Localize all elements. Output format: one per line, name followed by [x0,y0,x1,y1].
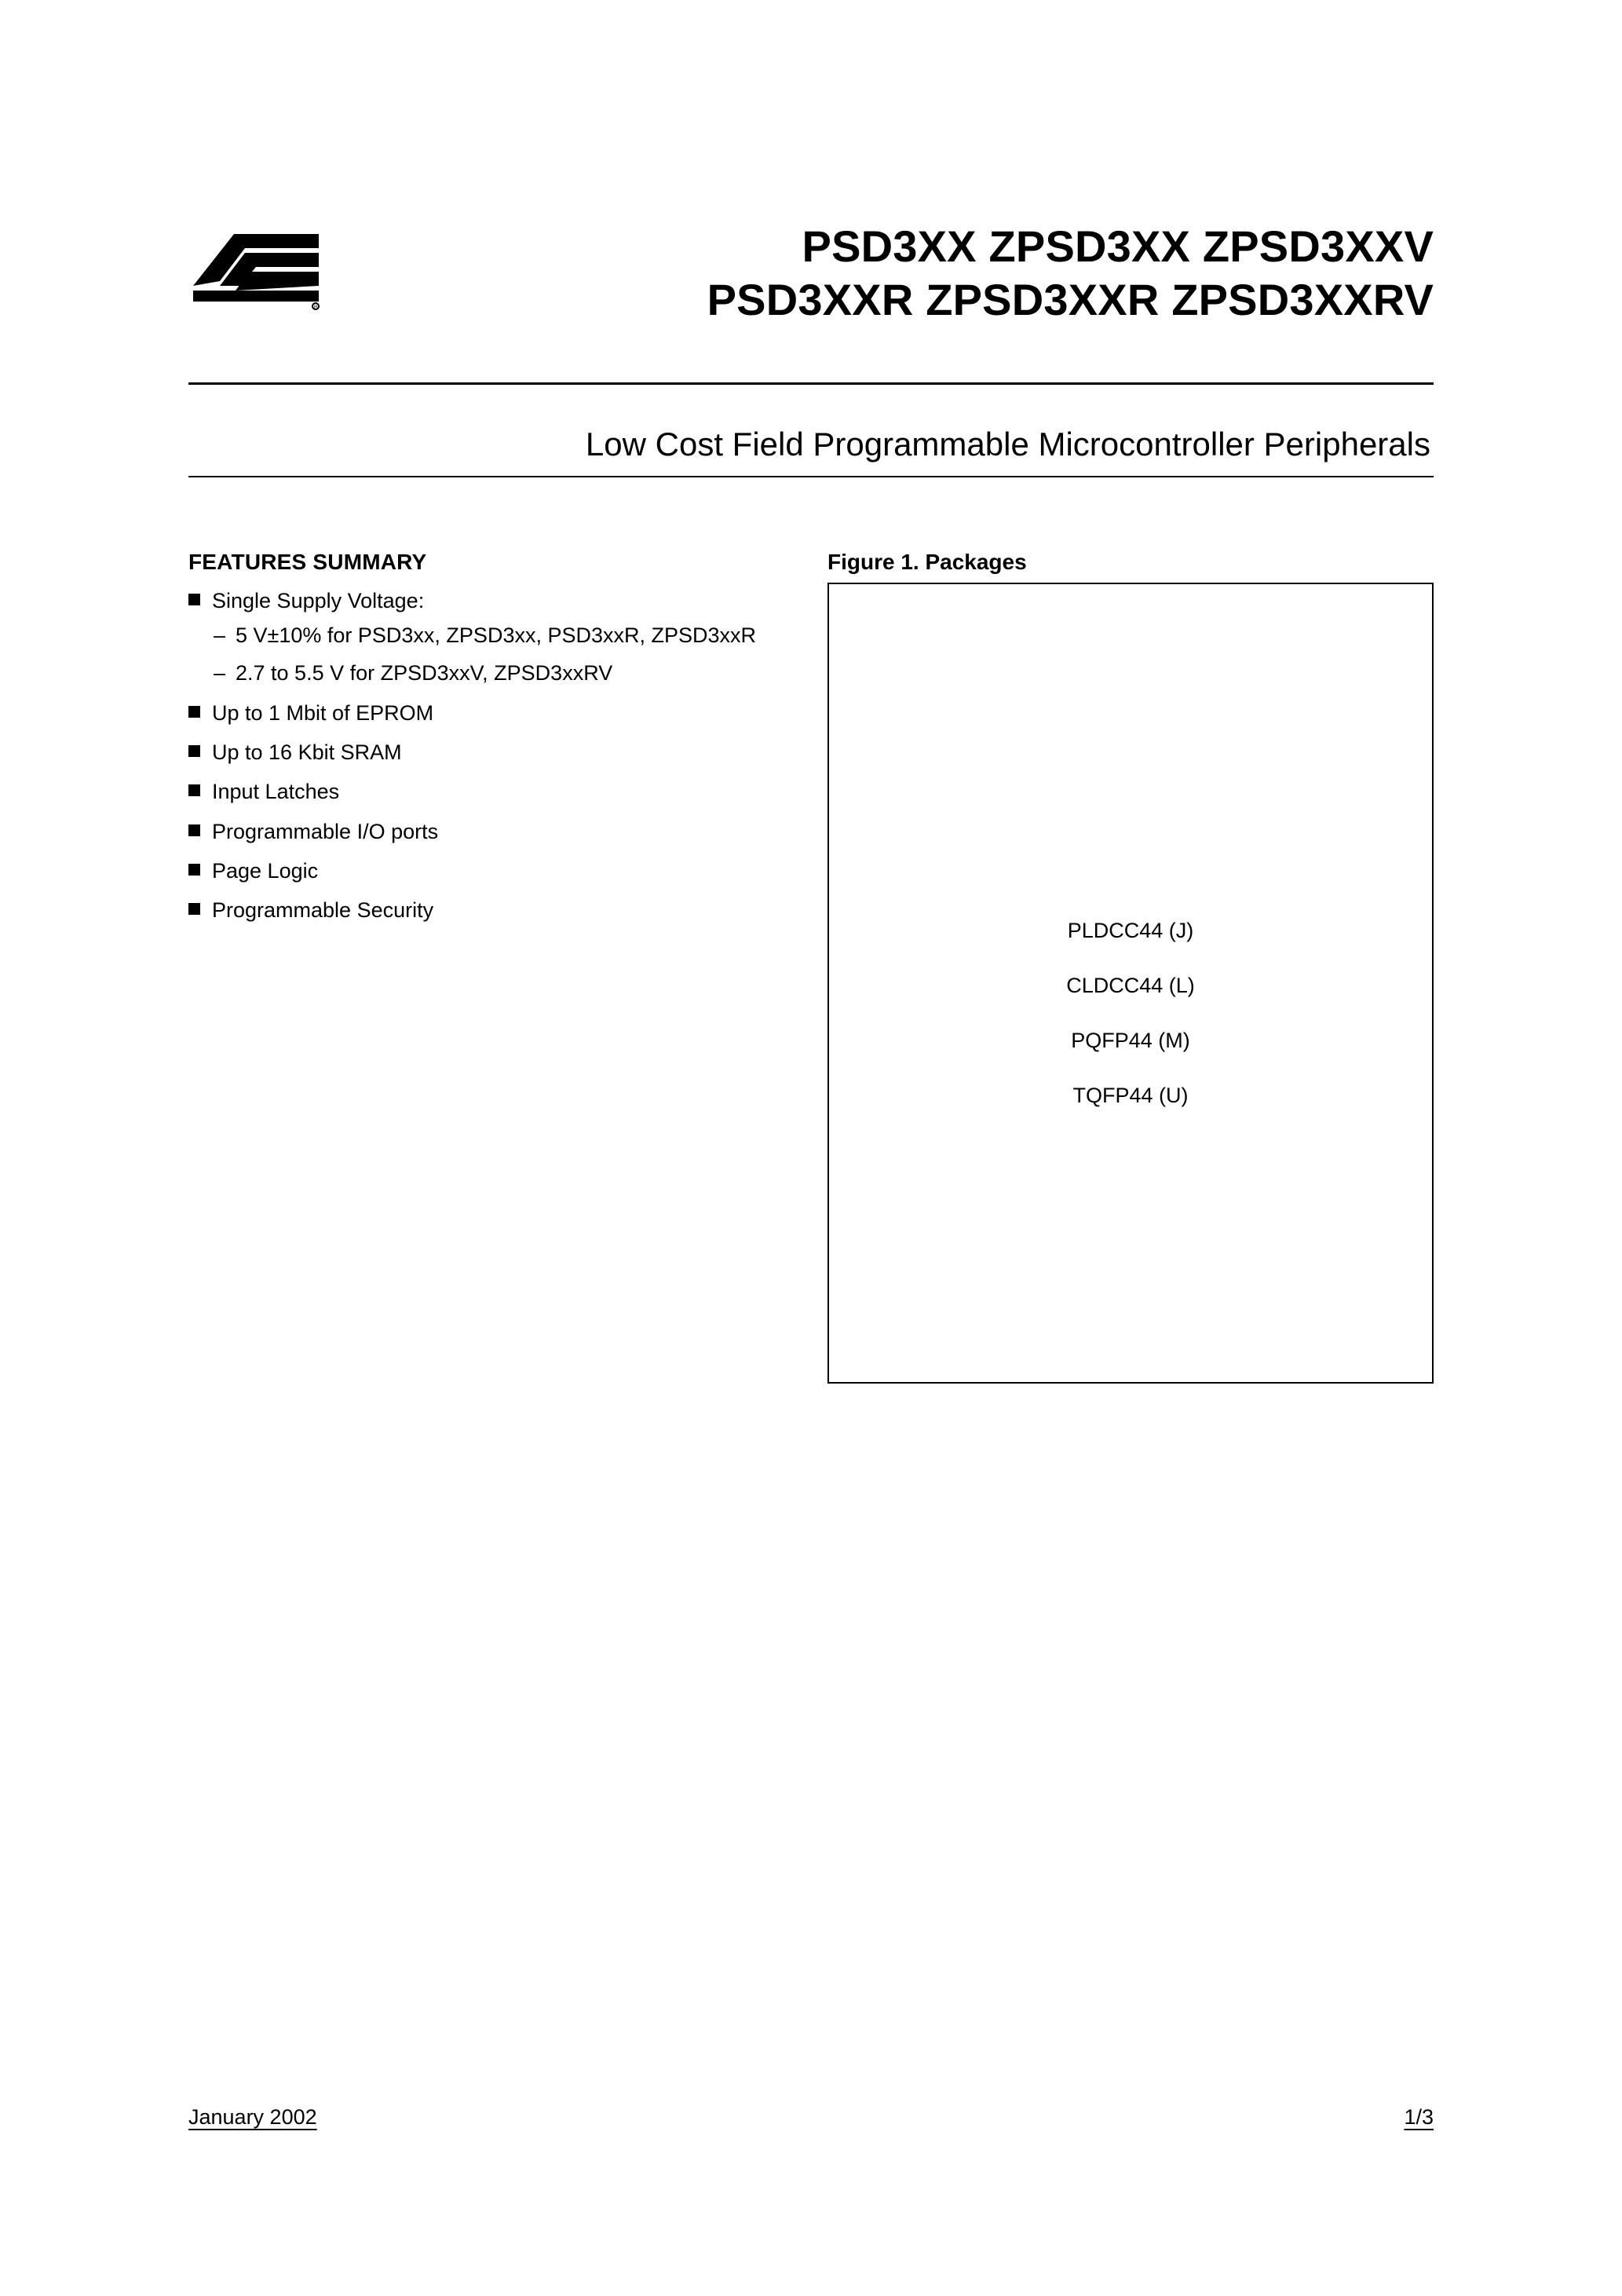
package-label: CLDCC44 (L) [829,958,1432,1013]
feature-sub-item: 5 V±10% for PSD3xx, ZPSD3xx, PSD3xxR, ZP… [212,620,793,650]
package-label: PLDCC44 (J) [829,903,1432,958]
title-line-1: PSD3XX ZPSD3XX ZPSD3XXV [369,220,1434,273]
figure-column: Figure 1. Packages PLDCC44 (J) CLDCC44 (… [827,550,1434,1384]
title-line-2: PSD3XXR ZPSD3XXR ZPSD3XXRV [369,273,1434,327]
figure-caption: Figure 1. Packages [827,550,1434,575]
header-row: R PSD3XX ZPSD3XX ZPSD3XXV PSD3XXR ZPSD3X… [188,220,1434,327]
svg-text:R: R [314,305,318,310]
feature-item: Up to 16 Kbit SRAM [188,737,793,767]
feature-item: Programmable I/O ports [188,817,793,846]
feature-sublist: 5 V±10% for PSD3xx, ZPSD3xx, PSD3xxR, ZP… [212,620,793,689]
page-subtitle: Low Cost Field Programmable Microcontrol… [188,385,1434,471]
vendor-logo: R [188,220,322,315]
packages-figure-box: PLDCC44 (J) CLDCC44 (L) PQFP44 (M) TQFP4… [827,583,1434,1384]
feature-item: Programmable Security [188,895,793,925]
body-columns: FEATURES SUMMARY Single Supply Voltage: … [188,550,1434,1384]
package-label: TQFP44 (U) [829,1068,1432,1123]
footer-date: January 2002 [188,2105,317,2130]
rule-under-subtitle [188,476,1434,477]
features-column: FEATURES SUMMARY Single Supply Voltage: … [188,550,793,1384]
footer-page-number: 1/3 [1404,2105,1434,2130]
features-heading: FEATURES SUMMARY [188,550,793,575]
title-block: PSD3XX ZPSD3XX ZPSD3XXV PSD3XXR ZPSD3XXR… [322,220,1434,327]
package-label: PQFP44 (M) [829,1013,1432,1068]
feature-label: Single Supply Voltage: [212,589,424,612]
feature-sub-item: 2.7 to 5.5 V for ZPSD3xxV, ZPSD3xxRV [212,658,793,688]
feature-item: Page Logic [188,856,793,886]
page-footer: January 2002 1/3 [188,2105,1434,2131]
feature-item: Up to 1 Mbit of EPROM [188,698,793,728]
features-list: Single Supply Voltage: 5 V±10% for PSD3x… [188,586,793,926]
feature-item: Input Latches [188,777,793,806]
feature-item: Single Supply Voltage: 5 V±10% for PSD3x… [188,586,793,689]
datasheet-page: R PSD3XX ZPSD3XX ZPSD3XXV PSD3XXR ZPSD3X… [0,0,1622,2296]
package-label-list: PLDCC44 (J) CLDCC44 (L) PQFP44 (M) TQFP4… [829,903,1432,1124]
st-logo-icon: R [188,225,322,311]
